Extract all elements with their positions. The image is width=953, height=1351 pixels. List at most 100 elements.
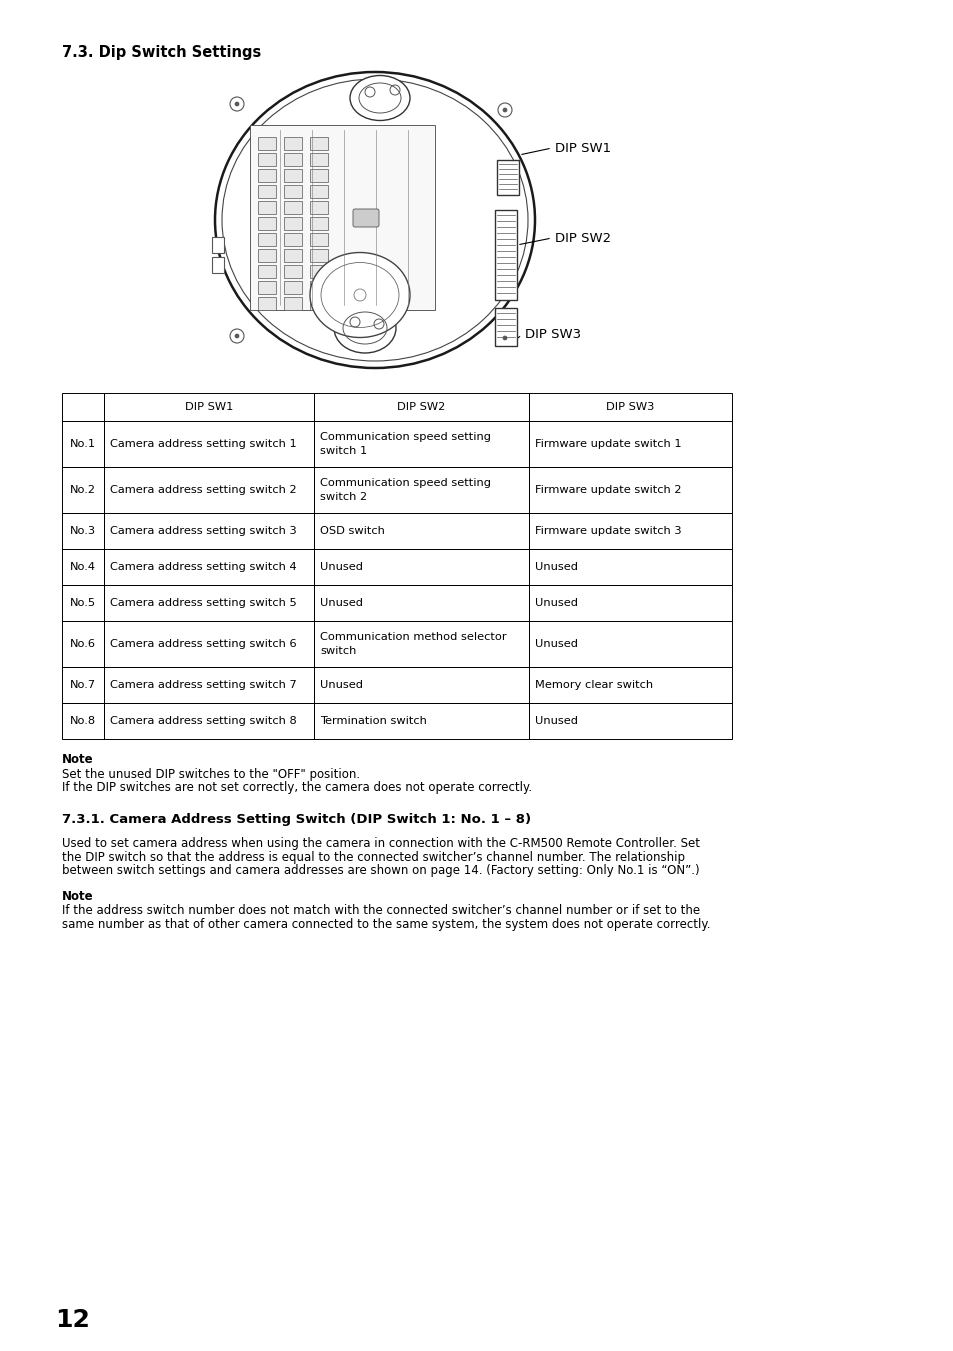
Text: Unused: Unused (319, 562, 363, 571)
FancyBboxPatch shape (284, 265, 302, 278)
FancyBboxPatch shape (257, 153, 275, 166)
Text: No.5: No.5 (70, 598, 96, 608)
Ellipse shape (214, 72, 535, 367)
Text: Set the unused DIP switches to the "OFF" position.: Set the unused DIP switches to the "OFF"… (62, 767, 359, 781)
FancyBboxPatch shape (284, 281, 302, 295)
Ellipse shape (310, 253, 410, 338)
FancyBboxPatch shape (257, 265, 275, 278)
Circle shape (502, 108, 506, 112)
Text: Camera address setting switch 4: Camera address setting switch 4 (110, 562, 296, 571)
Text: Note: Note (62, 753, 93, 766)
FancyBboxPatch shape (497, 159, 518, 195)
FancyBboxPatch shape (310, 169, 328, 182)
Text: Firmware update switch 3: Firmware update switch 3 (535, 526, 680, 536)
FancyBboxPatch shape (495, 209, 517, 300)
FancyBboxPatch shape (284, 185, 302, 199)
FancyBboxPatch shape (353, 209, 378, 227)
Text: OSD switch: OSD switch (319, 526, 384, 536)
Circle shape (502, 336, 506, 340)
FancyBboxPatch shape (257, 218, 275, 230)
Text: No.6: No.6 (70, 639, 96, 648)
Circle shape (230, 330, 244, 343)
FancyBboxPatch shape (257, 232, 275, 246)
Text: Unused: Unused (535, 716, 578, 725)
Text: Communication method selector: Communication method selector (319, 632, 506, 643)
Text: Unused: Unused (535, 598, 578, 608)
Text: Communication speed setting: Communication speed setting (319, 432, 491, 443)
Text: same number as that of other camera connected to the same system, the system doe: same number as that of other camera conn… (62, 917, 710, 931)
Ellipse shape (334, 303, 395, 353)
Text: 12: 12 (55, 1308, 90, 1332)
FancyBboxPatch shape (257, 185, 275, 199)
FancyBboxPatch shape (284, 136, 302, 150)
FancyBboxPatch shape (212, 236, 224, 253)
FancyBboxPatch shape (310, 249, 328, 262)
Text: Camera address setting switch 2: Camera address setting switch 2 (110, 485, 296, 494)
Text: switch 2: switch 2 (319, 492, 367, 501)
Text: No.4: No.4 (70, 562, 96, 571)
FancyBboxPatch shape (257, 169, 275, 182)
Text: Unused: Unused (535, 639, 578, 648)
Text: Firmware update switch 1: Firmware update switch 1 (535, 439, 680, 449)
Text: No.7: No.7 (70, 680, 96, 690)
Text: DIP SW3: DIP SW3 (606, 403, 654, 412)
Text: DIP SW2: DIP SW2 (397, 403, 445, 412)
Text: between switch settings and camera addresses are shown on page 14. (Factory sett: between switch settings and camera addre… (62, 865, 699, 877)
Circle shape (497, 103, 512, 118)
Text: Camera address setting switch 3: Camera address setting switch 3 (110, 526, 296, 536)
Text: Unused: Unused (319, 680, 363, 690)
Text: Firmware update switch 2: Firmware update switch 2 (535, 485, 680, 494)
Text: If the DIP switches are not set correctly, the camera does not operate correctly: If the DIP switches are not set correctl… (62, 781, 532, 794)
FancyBboxPatch shape (310, 218, 328, 230)
FancyBboxPatch shape (310, 265, 328, 278)
Text: Unused: Unused (535, 562, 578, 571)
Text: 7.3. Dip Switch Settings: 7.3. Dip Switch Settings (62, 45, 261, 59)
Text: the DIP switch so that the address is equal to the connected switcher’s channel : the DIP switch so that the address is eq… (62, 851, 684, 863)
FancyBboxPatch shape (284, 153, 302, 166)
FancyBboxPatch shape (284, 169, 302, 182)
Text: Memory clear switch: Memory clear switch (535, 680, 653, 690)
Circle shape (234, 101, 239, 105)
FancyBboxPatch shape (284, 232, 302, 246)
Circle shape (230, 97, 244, 111)
Ellipse shape (350, 76, 410, 120)
FancyBboxPatch shape (284, 218, 302, 230)
Text: Camera address setting switch 1: Camera address setting switch 1 (110, 439, 296, 449)
Text: DIP SW1: DIP SW1 (555, 142, 611, 154)
Text: Communication speed setting: Communication speed setting (319, 478, 491, 489)
FancyBboxPatch shape (310, 232, 328, 246)
FancyBboxPatch shape (250, 126, 435, 309)
Text: Camera address setting switch 7: Camera address setting switch 7 (110, 680, 296, 690)
Circle shape (497, 331, 512, 345)
Text: Camera address setting switch 5: Camera address setting switch 5 (110, 598, 296, 608)
Text: No.1: No.1 (70, 439, 96, 449)
Text: DIP SW1: DIP SW1 (185, 403, 233, 412)
Text: switch 1: switch 1 (319, 446, 367, 455)
Text: If the address switch number does not match with the connected switcher’s channe: If the address switch number does not ma… (62, 905, 700, 917)
Text: switch: switch (319, 646, 356, 655)
Text: No.2: No.2 (70, 485, 96, 494)
FancyBboxPatch shape (257, 281, 275, 295)
Circle shape (234, 334, 239, 338)
FancyBboxPatch shape (257, 201, 275, 213)
Text: DIP SW3: DIP SW3 (524, 328, 580, 342)
FancyBboxPatch shape (284, 201, 302, 213)
FancyBboxPatch shape (310, 297, 328, 309)
Text: Note: Note (62, 889, 93, 902)
FancyBboxPatch shape (310, 185, 328, 199)
FancyBboxPatch shape (495, 308, 517, 346)
FancyBboxPatch shape (310, 136, 328, 150)
Text: DIP SW2: DIP SW2 (555, 231, 611, 245)
FancyBboxPatch shape (310, 201, 328, 213)
Text: Unused: Unused (319, 598, 363, 608)
Text: No.3: No.3 (70, 526, 96, 536)
FancyBboxPatch shape (310, 153, 328, 166)
Text: No.8: No.8 (70, 716, 96, 725)
FancyBboxPatch shape (257, 136, 275, 150)
FancyBboxPatch shape (257, 249, 275, 262)
Text: Termination switch: Termination switch (319, 716, 426, 725)
Text: Camera address setting switch 6: Camera address setting switch 6 (110, 639, 296, 648)
FancyBboxPatch shape (212, 257, 224, 273)
FancyBboxPatch shape (284, 297, 302, 309)
FancyBboxPatch shape (310, 281, 328, 295)
